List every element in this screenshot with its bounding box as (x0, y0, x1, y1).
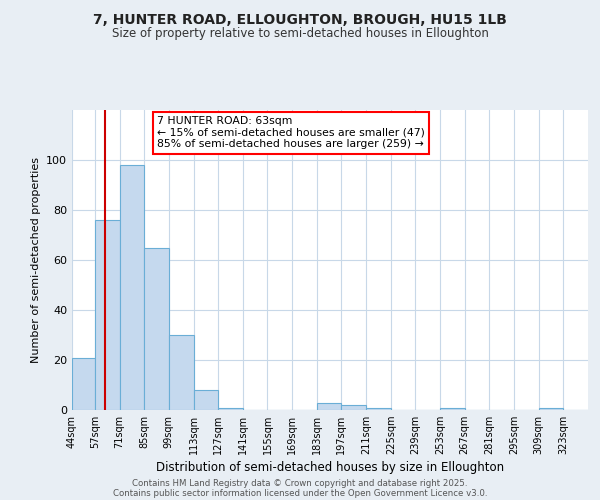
Bar (317, 402, 341, 410)
Bar (218, 408, 243, 410)
Bar (366, 408, 391, 410)
Y-axis label: Number of semi-detached properties: Number of semi-detached properties (31, 157, 41, 363)
X-axis label: Distribution of semi-detached houses by size in Elloughton: Distribution of semi-detached houses by … (156, 462, 504, 474)
Text: Contains public sector information licensed under the Open Government Licence v3: Contains public sector information licen… (113, 488, 487, 498)
Bar (194, 390, 218, 410)
Text: 7, HUNTER ROAD, ELLOUGHTON, BROUGH, HU15 1LB: 7, HUNTER ROAD, ELLOUGHTON, BROUGH, HU15… (93, 12, 507, 26)
Bar (341, 405, 366, 410)
Bar (440, 408, 465, 410)
Bar (95, 220, 119, 410)
Text: Size of property relative to semi-detached houses in Elloughton: Size of property relative to semi-detach… (112, 28, 488, 40)
Bar (144, 248, 169, 410)
Bar (119, 165, 144, 410)
Text: 7 HUNTER ROAD: 63sqm
← 15% of semi-detached houses are smaller (47)
85% of semi-: 7 HUNTER ROAD: 63sqm ← 15% of semi-detac… (157, 116, 425, 149)
Bar (169, 335, 194, 410)
Bar (539, 408, 563, 410)
Bar (72, 358, 95, 410)
Text: Contains HM Land Registry data © Crown copyright and database right 2025.: Contains HM Land Registry data © Crown c… (132, 478, 468, 488)
